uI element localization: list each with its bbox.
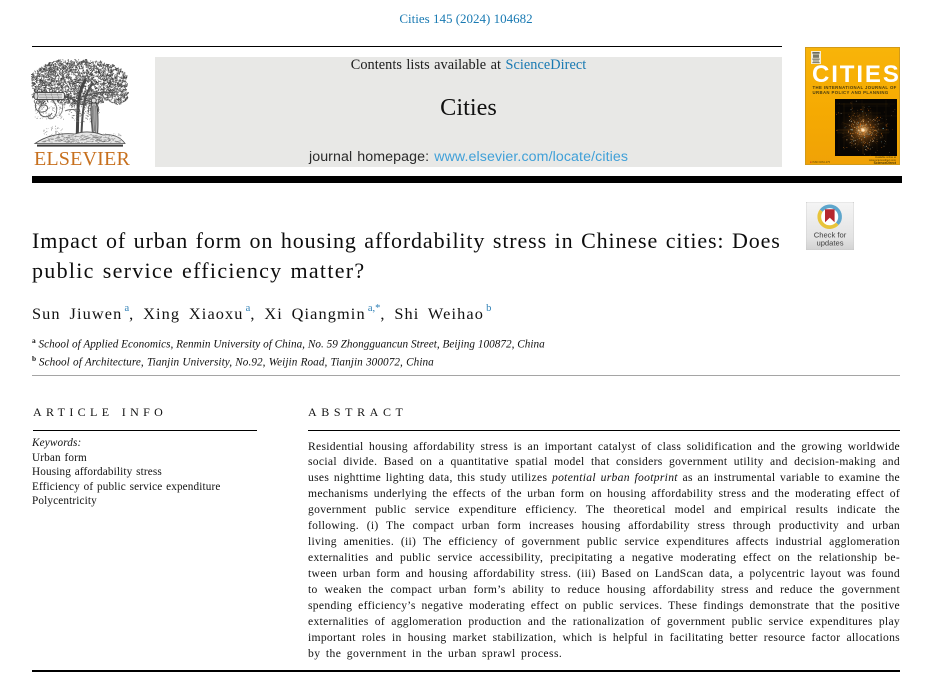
svg-text:Check for: Check for <box>814 231 847 240</box>
svg-text:updates: updates <box>816 239 843 248</box>
